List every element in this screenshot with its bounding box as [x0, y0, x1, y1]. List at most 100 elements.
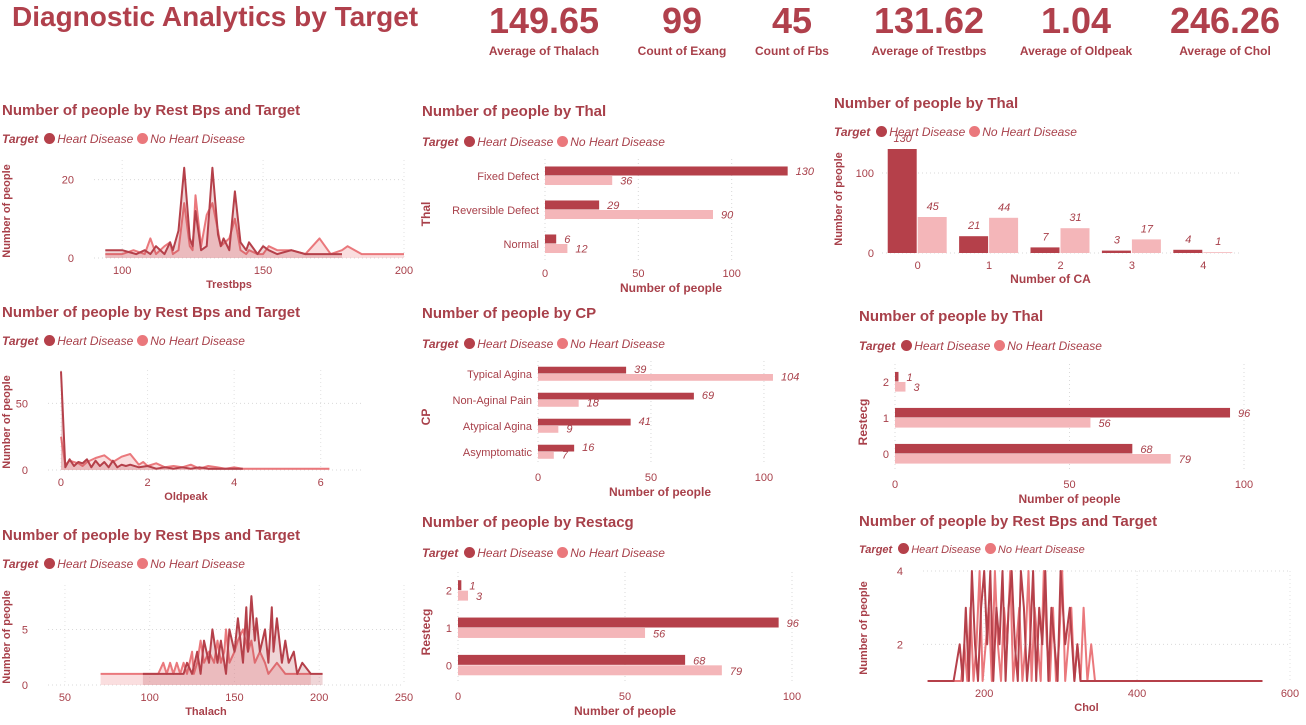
legend-title: Target	[422, 135, 459, 149]
y-axis-label: CP	[419, 409, 433, 426]
legend-item-no-heart-disease[interactable]: No Heart Disease	[984, 543, 1085, 556]
x-tick-label: 50	[619, 691, 631, 703]
x-tick-label: 100	[755, 472, 773, 484]
y-axis-label: Thal	[419, 202, 433, 227]
bar-no-heart-disease	[917, 217, 947, 253]
series-area-heart-disease	[61, 371, 243, 470]
y-tick-label: 1	[446, 623, 452, 635]
x-tick-label: 0	[915, 260, 921, 272]
chart-title: Number of people by Thal	[834, 95, 1019, 112]
legend-item-heart-disease[interactable]: Heart Disease	[44, 557, 133, 571]
plot-area: 0 50 100 Number of people CP Typical Agina 39 1…	[419, 361, 799, 499]
legend-label: No Heart Disease	[150, 557, 245, 571]
legend-dot-icon	[969, 126, 981, 137]
legend-item-heart-disease[interactable]: Heart Disease	[44, 132, 133, 146]
legend-item-no-heart-disease[interactable]: No Heart Disease	[969, 125, 1077, 139]
x-axis-label: Trestbps	[206, 279, 252, 291]
y-tick-label: 5	[22, 624, 28, 636]
legend-item-heart-disease[interactable]: Heart Disease	[464, 337, 553, 351]
chart-panel-thalach[interactable]: Number of people by Rest Bps and Target …	[1, 527, 413, 722]
legend-item-no-heart-disease[interactable]: No Heart Disease	[557, 135, 665, 149]
chart-title: Number of people by Thal	[422, 103, 607, 120]
chart-legend[interactable]: Target Heart Disease No Heart Disease	[422, 135, 669, 149]
chart-legend[interactable]: Target Heart Disease No Heart Disease	[859, 543, 1089, 556]
bar-heart-disease	[895, 443, 1133, 454]
bar-no-heart-disease	[458, 628, 646, 638]
chart-panel-chol[interactable]: Number of people by Rest Bps and Target …	[858, 513, 1299, 719]
bar-heart-disease	[538, 366, 627, 374]
legend-item-no-heart-disease[interactable]: No Heart Disease	[557, 337, 665, 351]
chart-legend[interactable]: Target Heart Disease No Heart Disease	[2, 132, 249, 146]
chart-legend[interactable]: Target Heart Disease No Heart Disease	[422, 546, 669, 560]
legend-item-heart-disease[interactable]: Heart Disease	[898, 543, 981, 556]
bar-no-heart-disease	[538, 400, 579, 407]
data-label: 7	[1042, 231, 1049, 243]
legend-label: No Heart Disease	[1007, 339, 1102, 353]
y-tick-label: Normal	[504, 239, 539, 251]
chart-plot[interactable]: 0 5 50 100 150 200 250 Thalach Number of people	[1, 573, 413, 719]
series-line-heart-disease	[60, 371, 243, 470]
chart-panel-thal[interactable]: Number of people by Thal Target Heart Dis…	[419, 103, 822, 298]
plot-area: 0 20 100 150 200 Trestbps Number of people	[1, 160, 413, 291]
chart-legend[interactable]: Target Heart Disease No Heart Disease	[834, 125, 1081, 139]
chart-panel-cp[interactable]: Number of people by CP Target Heart Disea…	[419, 305, 822, 505]
page-title: Diagnostic Analytics by Target	[12, 1, 419, 32]
bar-heart-disease	[959, 236, 989, 253]
bar-heart-disease	[545, 200, 600, 210]
x-tick-label: 150	[254, 265, 272, 277]
chart-legend[interactable]: Target Heart Disease No Heart Disease	[2, 557, 249, 571]
chart-panel-restecg-right[interactable]: Number of people by Thal Target Heart Dis…	[856, 308, 1299, 506]
legend-dot-icon	[464, 136, 476, 147]
chart-legend[interactable]: Target Heart Disease No Heart Disease	[2, 334, 249, 348]
x-tick-label: 50	[645, 472, 657, 484]
chart-legend[interactable]: Target Heart Disease No Heart Disease	[422, 337, 669, 351]
legend-label: Heart Disease	[477, 337, 554, 351]
chart-panel-restecg[interactable]: Number of people by Restacg Target Heart …	[419, 514, 822, 719]
x-tick-label: 50	[632, 268, 644, 280]
chart-plot[interactable]: 0 50 100 Number of people CP Typical Agina 39 1…	[419, 351, 822, 503]
legend-item-no-heart-disease[interactable]: No Heart Disease	[137, 334, 245, 348]
chart-plot[interactable]: 0 50 0 2 4 6 Oldpeak Number of people	[1, 350, 412, 503]
data-label: 4	[1185, 234, 1191, 246]
legend-dot-icon	[44, 335, 56, 346]
x-tick-label: 250	[395, 692, 413, 704]
x-tick-label: 0	[58, 477, 64, 489]
chart-panel-oldpeak[interactable]: Number of people by Rest Bps and Target …	[1, 304, 412, 504]
legend-label: No Heart Disease	[982, 125, 1077, 139]
legend-label: Heart Disease	[914, 339, 991, 353]
legend-item-heart-disease[interactable]: Heart Disease	[901, 339, 990, 353]
x-tick-label: 100	[783, 691, 801, 703]
legend-item-heart-disease[interactable]: Heart Disease	[876, 125, 965, 139]
bar-heart-disease	[887, 149, 917, 253]
chart-panel-trestbps[interactable]: Number of people by Rest Bps and Target …	[1, 102, 413, 294]
x-tick-label: 0	[542, 268, 548, 280]
chart-plot[interactable]: 0 20 100 150 200 Trestbps Number of people	[1, 148, 413, 294]
series-line-heart-disease	[105, 166, 342, 256]
legend-label: Heart Disease	[477, 135, 554, 149]
legend-item-no-heart-disease[interactable]: No Heart Disease	[137, 132, 245, 146]
chart-panel-ca[interactable]: Number of people by Thal Target Heart Dis…	[833, 95, 1299, 290]
data-label: 12	[575, 244, 587, 256]
legend-item-heart-disease[interactable]: Heart Disease	[44, 334, 133, 348]
y-tick-label: 0	[883, 449, 889, 461]
legend-title: Target	[859, 339, 896, 353]
data-label: 90	[721, 210, 734, 222]
legend-item-no-heart-disease[interactable]: No Heart Disease	[557, 546, 665, 560]
legend-item-heart-disease[interactable]: Heart Disease	[464, 135, 553, 149]
chart-legend[interactable]: Target Heart Disease No Heart Disease	[859, 339, 1106, 353]
legend-item-no-heart-disease[interactable]: No Heart Disease	[137, 557, 245, 571]
x-tick-label: 4	[231, 477, 237, 489]
x-tick-label: 2	[144, 477, 150, 489]
data-label: 130	[894, 133, 913, 145]
data-label: 36	[620, 176, 633, 188]
x-tick-label: 0	[892, 479, 898, 491]
chart-plot[interactable]: 0 100 Number of CA Number of people 0 130 45 1 2…	[833, 133, 1299, 287]
legend-item-heart-disease[interactable]: Heart Disease	[464, 546, 553, 560]
chart-plot[interactable]: 2 4 200 400 600 Chol Number of people	[858, 559, 1299, 719]
legend-item-no-heart-disease[interactable]: No Heart Disease	[994, 339, 1102, 353]
legend-dot-icon	[898, 543, 910, 554]
